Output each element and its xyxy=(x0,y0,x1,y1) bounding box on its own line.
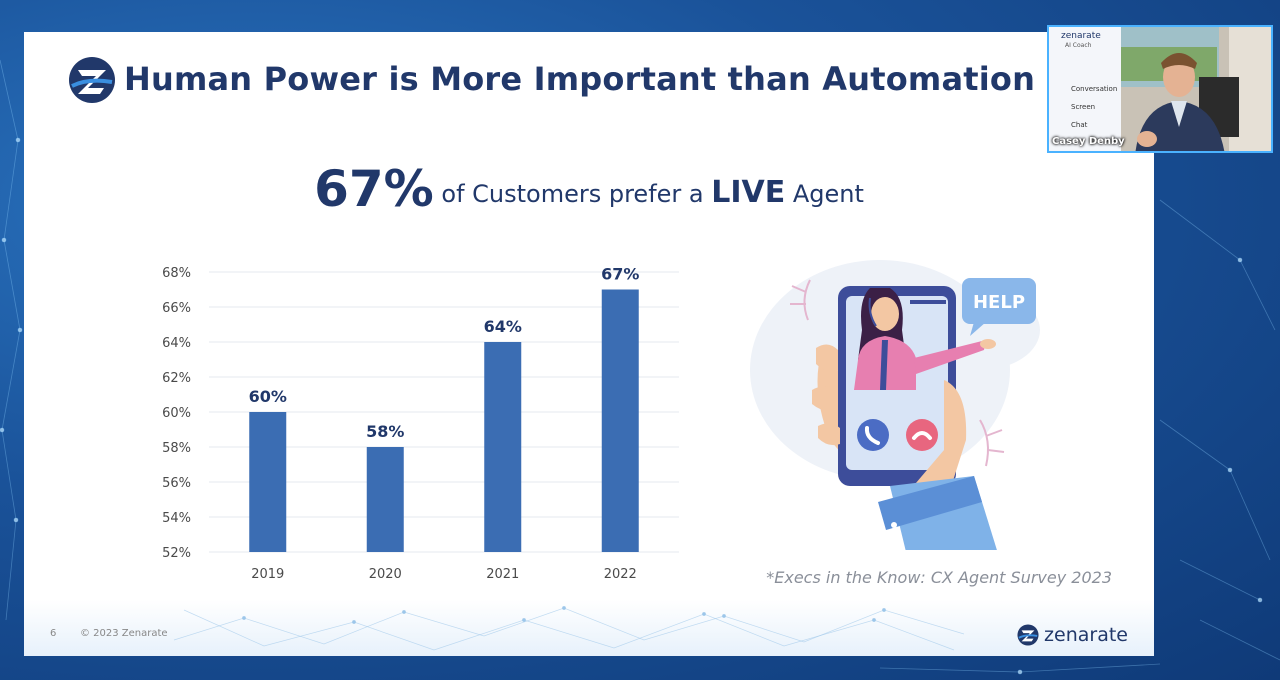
webcam-background-slide: zenarate AI Coach Conversation Screen Ch… xyxy=(1049,27,1121,151)
headline-text-end: Agent xyxy=(785,180,864,208)
presenter-name: Casey Denby xyxy=(1052,136,1125,147)
cam-menu-item: Screen xyxy=(1071,103,1096,111)
headline-stat: 67% xyxy=(314,160,434,218)
copyright-text: © 2023 Zenarate xyxy=(80,628,168,639)
cam-menu-item: Chat xyxy=(1071,121,1088,129)
x-tick-label: 2019 xyxy=(251,567,284,582)
data-label: 58% xyxy=(366,422,404,441)
slide-footer-decoration xyxy=(24,600,1154,656)
headline: 67% of Customers prefer a LIVE Agent xyxy=(24,160,1154,218)
help-bubble-text: HELP xyxy=(973,292,1025,313)
slide-title: Human Power is More Important than Autom… xyxy=(124,60,1036,98)
headline-emphasis: LIVE xyxy=(711,175,786,210)
y-tick-label: 54% xyxy=(162,511,191,526)
bar xyxy=(484,342,522,552)
live-agent-call-illustration: HELP xyxy=(750,260,1040,550)
x-tick-label: 2022 xyxy=(604,567,637,582)
zenarate-logo-icon xyxy=(69,57,115,103)
footer-wordmark: zenarate xyxy=(1044,624,1128,646)
bar xyxy=(601,289,639,552)
data-label: 64% xyxy=(484,317,522,336)
presenter-webcam[interactable]: zenarate AI Coach Conversation Screen Ch… xyxy=(1047,25,1273,153)
cam-menu-item: Conversation xyxy=(1071,85,1118,93)
bar xyxy=(366,447,404,552)
y-tick-label: 52% xyxy=(162,546,191,561)
presentation-slide: Human Power is More Important than Autom… xyxy=(24,32,1154,656)
source-citation: *Execs in the Know: CX Agent Survey 2023 xyxy=(766,568,1112,587)
y-tick-label: 56% xyxy=(162,476,191,491)
y-tick-label: 58% xyxy=(162,441,191,456)
page-number: 6 xyxy=(50,628,57,639)
bar-chart: 52% 54% 56% 58% 60% 62% 64% 66% 68% 60% 2019 58% 202… xyxy=(162,265,679,582)
zenarate-footer-logo-icon xyxy=(1017,624,1039,646)
x-tick-label: 2020 xyxy=(369,567,402,582)
y-tick-label: 64% xyxy=(162,336,191,351)
bar xyxy=(249,412,287,552)
headline-text: of Customers prefer a xyxy=(433,180,712,208)
footer-brand: zenarate xyxy=(1017,624,1128,646)
y-tick-label: 62% xyxy=(162,371,191,386)
x-tick-label: 2021 xyxy=(486,567,519,582)
data-label: 60% xyxy=(249,387,287,406)
cam-slide-subtitle: AI Coach xyxy=(1065,42,1092,49)
data-label: 67% xyxy=(601,265,639,284)
y-tick-label: 60% xyxy=(162,406,191,421)
cam-slide-brand: zenarate xyxy=(1061,31,1101,41)
y-tick-label: 66% xyxy=(162,301,191,316)
y-tick-label: 68% xyxy=(162,266,191,281)
